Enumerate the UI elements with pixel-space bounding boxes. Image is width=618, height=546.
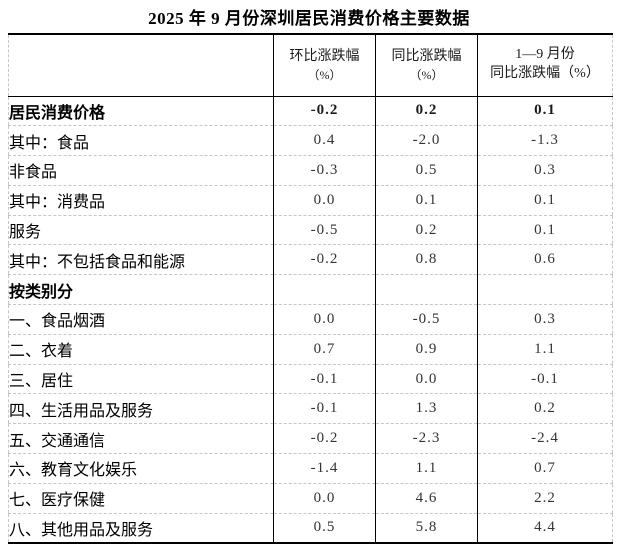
row-value: 0.2	[477, 393, 613, 424]
row-value: 0.0	[273, 184, 376, 216]
row-value: 0.9	[375, 333, 478, 365]
column-header-yoy-line1: 同比涨跌幅	[391, 48, 462, 64]
row-value	[273, 274, 376, 305]
row-value: -2.0	[375, 125, 478, 156]
row-value: 0.4	[273, 125, 376, 156]
row-label: 七、医疗保健	[8, 482, 274, 514]
column-header-mom-change: 环比涨跌幅 （%）	[273, 34, 376, 97]
row-label: 非食品	[8, 155, 274, 186]
table-row: 八、其他用品及服务 0.5 5.8 4.4	[8, 512, 613, 543]
row-value: -0.2	[273, 244, 376, 275]
row-value: 0.1	[477, 184, 613, 216]
row-value: -0.5	[273, 214, 376, 245]
column-header-mom-line1: 环比涨跌幅	[289, 48, 360, 64]
row-label: 一、食品烟酒	[8, 304, 274, 335]
row-value: 0.3	[477, 155, 613, 186]
column-header-mom-line2: （%）	[307, 67, 342, 82]
row-label: 其中：不包括食品和能源	[8, 244, 274, 275]
page-title: 2025 年 9 月份深圳居民消费价格主要数据	[148, 9, 470, 28]
header-row: 环比涨跌幅 （%） 同比涨跌幅 （%） 1—9 月份 同比涨跌幅（%）	[8, 34, 613, 97]
row-value: -0.1	[477, 363, 613, 394]
row-value: -0.1	[273, 393, 376, 424]
row-value: -0.2	[273, 95, 376, 126]
row-value: 4.6	[375, 482, 478, 514]
column-header-ytd-yoy-change: 1—9 月份 同比涨跌幅（%）	[477, 34, 613, 97]
row-value: 0.8	[375, 244, 478, 275]
row-value	[375, 274, 478, 305]
row-value: 0.0	[273, 482, 376, 514]
row-label: 其中：消费品	[8, 184, 274, 216]
row-value: 0.1	[477, 214, 613, 245]
row-label: 五、交通通信	[8, 423, 274, 454]
row-label: 四、生活用品及服务	[8, 393, 274, 424]
row-value: 1.1	[477, 333, 613, 365]
row-value: 0.0	[375, 363, 478, 394]
row-value: -0.2	[273, 423, 376, 454]
row-value: -0.3	[273, 155, 376, 186]
table-row: 四、生活用品及服务 -0.1 1.3 0.2	[8, 393, 613, 424]
row-value: 5.8	[375, 512, 478, 543]
table-row: 按类别分	[8, 274, 613, 305]
column-header-yoy-change: 同比涨跌幅 （%）	[375, 34, 478, 97]
table-row: 七、医疗保健 0.0 4.6 2.2	[8, 482, 613, 514]
row-value: 4.4	[477, 512, 613, 543]
row-value: 1.1	[375, 453, 478, 484]
row-label: 居民消费价格	[8, 95, 274, 126]
column-header-yoy-line2: （%）	[409, 67, 444, 82]
row-label: 其中：食品	[8, 125, 274, 156]
table-row: 五、交通通信 -0.2 -2.3 -2.4	[8, 423, 613, 454]
row-value: -1.3	[477, 125, 613, 156]
table-body: 居民消费价格 -0.2 0.2 0.1 其中：食品 0.4 -2.0 -1.3 非食品 -0.3 0…	[8, 95, 613, 543]
table-row: 三、居住 -0.1 0.0 -0.1	[8, 363, 613, 394]
row-value: -1.4	[273, 453, 376, 484]
row-label: 二、衣着	[8, 333, 274, 365]
row-value: 2.2	[477, 482, 613, 514]
row-value: 0.5	[273, 512, 376, 543]
row-label: 六、教育文化娱乐	[8, 453, 274, 484]
row-value: 0.1	[375, 184, 478, 216]
table-row: 二、衣着 0.7 0.9 1.1	[8, 333, 613, 365]
table-row: 其中：食品 0.4 -2.0 -1.3	[8, 125, 613, 156]
table-row: 服务 -0.5 0.2 0.1	[8, 214, 613, 245]
table-row: 居民消费价格 -0.2 0.2 0.1	[8, 95, 613, 126]
table-row: 其中：消费品 0.0 0.1 0.1	[8, 184, 613, 216]
row-value: 0.6	[477, 244, 613, 275]
row-value: 1.3	[375, 393, 478, 424]
table-row: 一、食品烟酒 0.0 -0.5 0.3	[8, 304, 613, 335]
row-value: 0.2	[375, 214, 478, 245]
row-label: 八、其他用品及服务	[8, 512, 274, 543]
row-label: 按类别分	[8, 274, 274, 305]
column-header-ytd-line1: 1—9 月份	[515, 47, 575, 63]
header-corner-cell	[8, 34, 274, 97]
column-header-ytd-line2: 同比涨跌幅（%）	[490, 66, 600, 82]
table-row: 六、教育文化娱乐 -1.4 1.1 0.7	[8, 453, 613, 484]
table-row: 非食品 -0.3 0.5 0.3	[8, 155, 613, 186]
row-value: 0.7	[273, 333, 376, 365]
table-row: 其中：不包括食品和能源 -0.2 0.8 0.6	[8, 244, 613, 275]
row-value: -0.5	[375, 304, 478, 335]
row-label: 三、居住	[8, 363, 274, 394]
row-value: 0.0	[273, 304, 376, 335]
row-label: 服务	[8, 214, 274, 245]
table-header: 环比涨跌幅 （%） 同比涨跌幅 （%） 1—9 月份 同比涨跌幅（%）	[8, 34, 613, 97]
row-value: 0.2	[375, 95, 478, 126]
cpi-table: 环比涨跌幅 （%） 同比涨跌幅 （%） 1—9 月份 同比涨跌幅（%） 居民消费…	[8, 33, 613, 544]
row-value: -0.1	[273, 363, 376, 394]
row-value: -2.4	[477, 423, 613, 454]
row-value	[477, 274, 613, 305]
row-value: -2.3	[375, 423, 478, 454]
row-value: 0.7	[477, 453, 613, 484]
row-value: 0.5	[375, 155, 478, 186]
row-value: 0.1	[477, 95, 613, 126]
row-value: 0.3	[477, 304, 613, 335]
